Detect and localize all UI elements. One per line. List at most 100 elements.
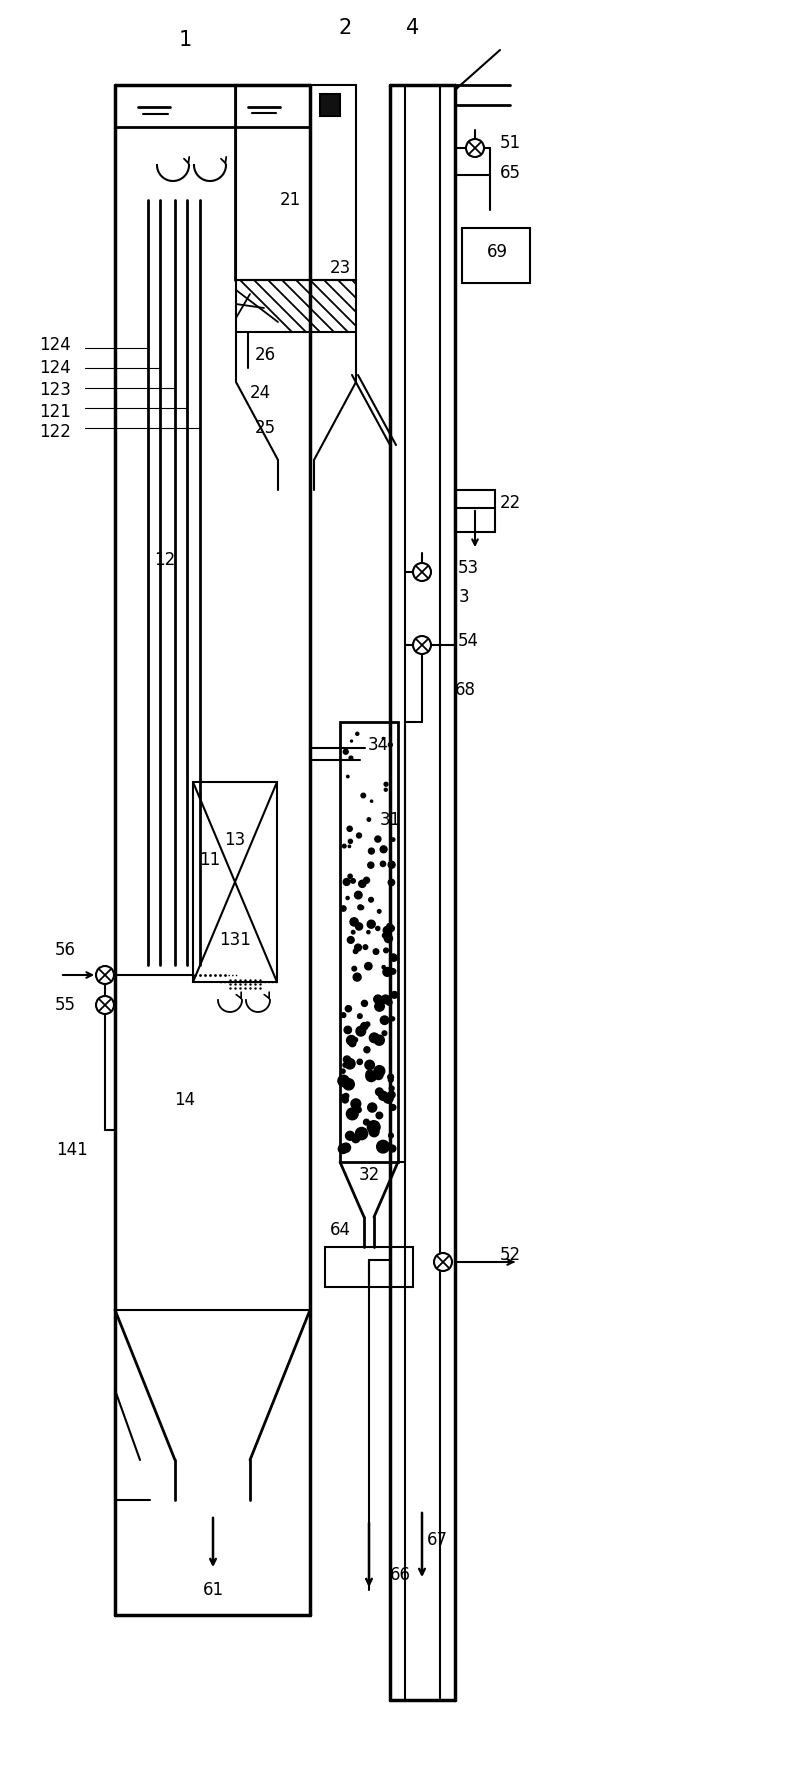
Circle shape <box>353 973 361 980</box>
Text: 56: 56 <box>54 941 75 959</box>
Circle shape <box>355 1127 368 1140</box>
Circle shape <box>341 1012 346 1018</box>
Circle shape <box>352 1134 360 1143</box>
Circle shape <box>354 944 362 952</box>
Circle shape <box>363 944 368 950</box>
Circle shape <box>383 926 391 934</box>
Circle shape <box>357 1059 362 1064</box>
Text: 54: 54 <box>458 633 478 650</box>
Circle shape <box>387 923 392 928</box>
Bar <box>236 280 356 332</box>
Circle shape <box>347 826 352 831</box>
Text: 31: 31 <box>379 812 401 830</box>
Circle shape <box>356 733 359 735</box>
Circle shape <box>354 891 362 900</box>
Text: 131: 131 <box>219 932 251 950</box>
Text: 68: 68 <box>454 681 475 699</box>
Circle shape <box>343 1063 347 1068</box>
Circle shape <box>348 874 352 878</box>
Circle shape <box>365 962 372 969</box>
Text: 22: 22 <box>499 495 521 513</box>
Text: 141: 141 <box>56 1142 88 1159</box>
Circle shape <box>342 1097 348 1102</box>
Text: 122: 122 <box>39 423 71 441</box>
Circle shape <box>382 738 384 740</box>
Circle shape <box>389 1133 394 1138</box>
Circle shape <box>380 862 386 867</box>
Circle shape <box>366 1021 370 1027</box>
Circle shape <box>362 1000 367 1007</box>
Circle shape <box>346 1107 358 1120</box>
Circle shape <box>383 968 392 977</box>
Text: 23: 23 <box>330 260 350 278</box>
Circle shape <box>384 948 388 953</box>
Text: 34: 34 <box>367 737 389 754</box>
Circle shape <box>338 1075 349 1086</box>
Circle shape <box>370 1032 379 1043</box>
Circle shape <box>353 919 358 923</box>
Circle shape <box>369 848 374 855</box>
Circle shape <box>350 740 353 742</box>
Circle shape <box>388 1073 394 1081</box>
Circle shape <box>349 756 353 760</box>
Circle shape <box>370 799 373 803</box>
Circle shape <box>374 995 382 1004</box>
Text: 69: 69 <box>486 244 507 262</box>
Bar <box>236 84 356 280</box>
Circle shape <box>376 1113 382 1118</box>
Circle shape <box>374 1002 384 1011</box>
Circle shape <box>363 1120 370 1125</box>
Circle shape <box>368 862 374 867</box>
Circle shape <box>369 898 374 901</box>
Circle shape <box>354 950 358 953</box>
Bar <box>320 93 340 116</box>
Circle shape <box>358 880 366 887</box>
Circle shape <box>358 905 362 910</box>
Text: 13: 13 <box>224 831 246 849</box>
Circle shape <box>342 1095 346 1100</box>
Text: 12: 12 <box>154 550 176 570</box>
Circle shape <box>389 744 392 747</box>
Circle shape <box>361 794 366 797</box>
Circle shape <box>346 1036 356 1045</box>
Circle shape <box>364 1047 370 1052</box>
Text: 26: 26 <box>254 346 275 364</box>
Circle shape <box>346 1005 351 1012</box>
Circle shape <box>343 878 350 885</box>
Circle shape <box>388 862 395 867</box>
Circle shape <box>371 1127 378 1134</box>
Circle shape <box>388 1091 395 1098</box>
Circle shape <box>345 1059 355 1070</box>
Text: 51: 51 <box>499 134 521 152</box>
Circle shape <box>390 1016 394 1021</box>
Circle shape <box>382 1030 386 1036</box>
Circle shape <box>361 1023 368 1030</box>
Circle shape <box>96 996 114 1014</box>
Circle shape <box>343 1079 354 1090</box>
Text: 55: 55 <box>54 996 75 1014</box>
Circle shape <box>378 1091 388 1100</box>
Circle shape <box>390 953 397 961</box>
Circle shape <box>384 788 387 792</box>
Circle shape <box>349 1039 356 1047</box>
Circle shape <box>351 930 355 934</box>
Text: 11: 11 <box>199 851 221 869</box>
Circle shape <box>413 636 431 654</box>
Circle shape <box>413 563 431 581</box>
Circle shape <box>374 837 381 842</box>
Circle shape <box>382 995 390 1004</box>
Circle shape <box>367 817 370 821</box>
Circle shape <box>388 925 394 932</box>
Circle shape <box>378 910 381 914</box>
Circle shape <box>338 1143 348 1154</box>
Circle shape <box>350 918 358 926</box>
Circle shape <box>388 1077 393 1082</box>
Circle shape <box>466 140 484 158</box>
Circle shape <box>389 1145 396 1152</box>
Circle shape <box>343 749 348 754</box>
Circle shape <box>390 1104 396 1111</box>
Circle shape <box>365 1061 374 1070</box>
Circle shape <box>381 998 385 1002</box>
Text: 123: 123 <box>39 382 71 400</box>
Circle shape <box>382 966 386 969</box>
